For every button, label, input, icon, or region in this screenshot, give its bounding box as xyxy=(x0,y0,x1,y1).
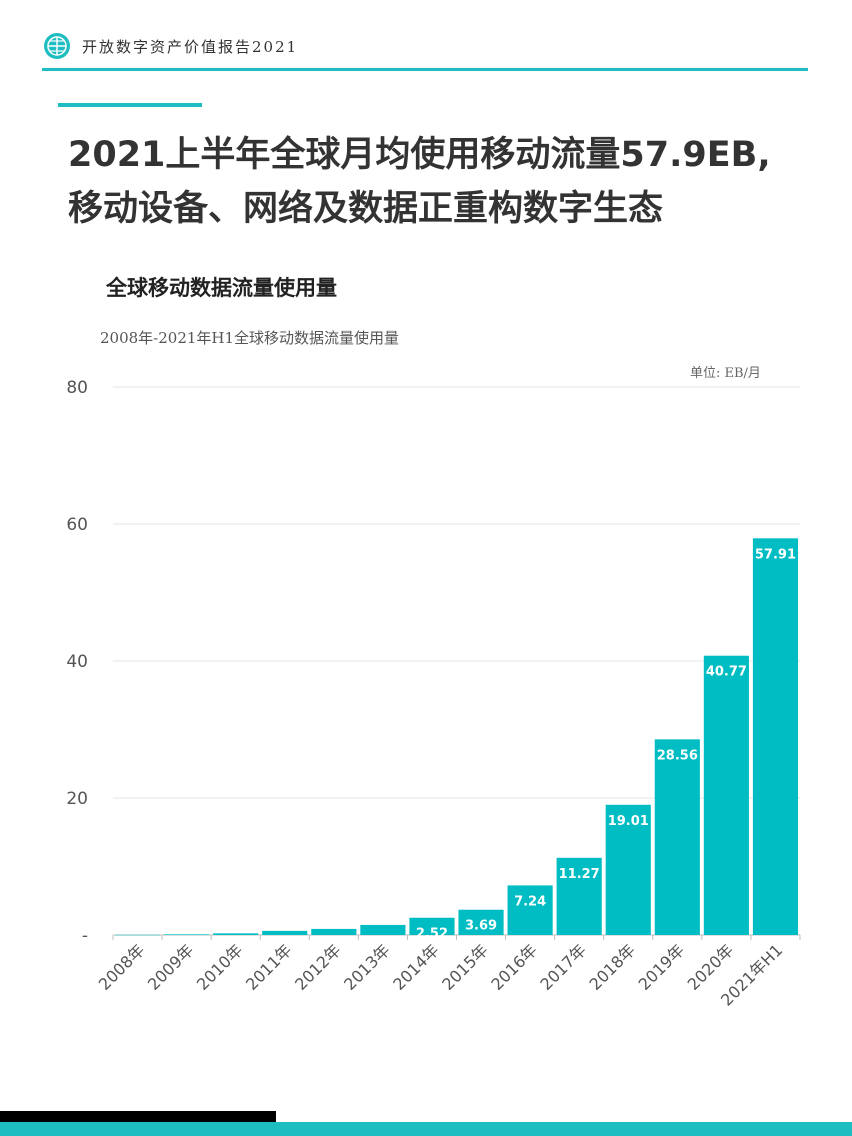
page-title-line2: 移动设备、网络及数据正重构数字生态 xyxy=(68,189,664,229)
x-tick-label: 2017年 xyxy=(536,940,590,994)
x-tick-label: 2018年 xyxy=(586,940,640,994)
y-tick-label: - xyxy=(82,926,88,946)
bar xyxy=(213,933,259,935)
data-label: 57.91 xyxy=(755,547,796,562)
data-label: 7.24 xyxy=(514,894,546,909)
y-tick-label: 40 xyxy=(66,652,88,672)
bar xyxy=(409,917,455,935)
data-label: 2.52 xyxy=(416,927,448,942)
bar xyxy=(458,909,504,935)
x-tick-label: 2013年 xyxy=(340,940,394,994)
globe-icon xyxy=(44,33,70,59)
x-tick-label: 2011年 xyxy=(242,940,296,994)
chart-title: 2008年-2021年H1全球移动数据流量使用量 xyxy=(100,329,400,347)
data-label: 28.56 xyxy=(657,748,698,763)
bar-chart: -204060802008年2009年2010年2011年2012年2013年2… xyxy=(66,378,801,1010)
y-tick-label: 20 xyxy=(66,789,88,809)
bar xyxy=(360,924,406,935)
section-heading: 全球移动数据流量使用量 xyxy=(106,276,337,300)
bar xyxy=(507,885,553,935)
x-tick-label: 2016年 xyxy=(487,940,541,994)
x-tick-label: 2014年 xyxy=(389,940,443,994)
bar xyxy=(262,930,308,935)
bar xyxy=(556,857,602,935)
y-tick-label: 80 xyxy=(66,378,88,398)
report-title: 开放数字资产价值报告2021 xyxy=(82,38,299,56)
header-divider xyxy=(42,68,808,71)
footer-teal-bar xyxy=(0,1122,852,1136)
title-accent-bar xyxy=(58,103,202,107)
x-tick-label: 2019年 xyxy=(635,940,689,994)
y-tick-label: 60 xyxy=(66,515,88,535)
data-label: 19.01 xyxy=(608,814,649,829)
x-tick-label: 2008年 xyxy=(95,940,149,994)
x-tick-label: 2012年 xyxy=(291,940,345,994)
bar xyxy=(752,538,799,935)
bar xyxy=(164,934,210,935)
page-title-line1: 2021上半年全球月均使用移动流量57.9EB, xyxy=(68,135,771,175)
bar xyxy=(703,655,749,935)
footer-black-bar xyxy=(0,1111,276,1123)
bar xyxy=(654,739,700,935)
x-tick-label: 2010年 xyxy=(193,940,247,994)
bar xyxy=(311,928,357,935)
x-tick-label: 2015年 xyxy=(438,940,492,994)
data-label: 40.77 xyxy=(706,665,747,680)
page-title: 2021上半年全球月均使用移动流量57.9EB, 移动设备、网络及数据正重构数字… xyxy=(68,128,828,236)
data-label: 3.69 xyxy=(465,919,497,934)
bar xyxy=(605,804,651,935)
x-tick-label: 2009年 xyxy=(144,940,198,994)
bar xyxy=(114,934,161,936)
data-label: 11.27 xyxy=(559,867,600,882)
chart-unit-label: 单位: EB/月 xyxy=(690,366,761,381)
